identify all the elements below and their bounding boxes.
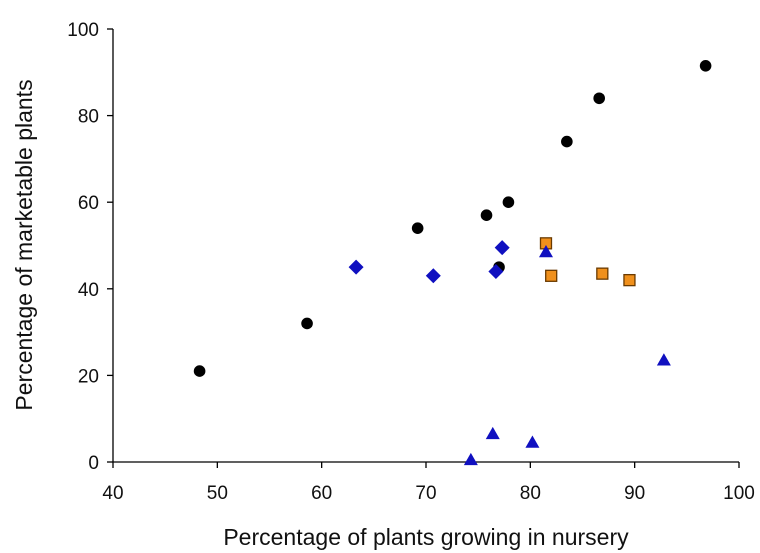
- y-tick-label: 0: [88, 453, 99, 474]
- point-diamond-series-2: [495, 240, 510, 255]
- point-circle-series-1: [561, 136, 573, 148]
- y-tick-label: 80: [78, 107, 99, 128]
- point-diamond-series-2: [349, 260, 364, 275]
- point-circle-series-1: [700, 60, 712, 72]
- x-axis-title: Percentage of plants growing in nursery: [223, 524, 629, 550]
- point-triangle-series-4: [525, 436, 539, 448]
- x-tick-label: 100: [723, 483, 755, 504]
- point-triangle-series-4: [486, 427, 500, 439]
- x-tick-label: 70: [415, 483, 436, 504]
- x-tick-label: 40: [102, 483, 123, 504]
- x-ticks: 40 50 60 70 80 90 100: [102, 462, 754, 504]
- y-tick-label: 20: [78, 366, 99, 387]
- point-square-series-3: [624, 275, 635, 286]
- point-circle-series-1: [412, 222, 424, 234]
- x-tick-label: 60: [311, 483, 332, 504]
- point-circle-series-1: [301, 318, 313, 330]
- point-circle-series-1: [481, 209, 493, 221]
- y-ticks: 0 20 40 60 80 100: [67, 20, 113, 474]
- point-square-series-3: [546, 270, 557, 281]
- data-points: [194, 60, 712, 465]
- x-tick-label: 90: [624, 483, 645, 504]
- y-tick-label: 40: [78, 280, 99, 301]
- point-circle-series-1: [503, 196, 515, 208]
- axes: [113, 29, 739, 462]
- point-triangle-series-4: [657, 353, 671, 365]
- point-circle-series-1: [194, 365, 206, 377]
- x-tick-label: 80: [520, 483, 541, 504]
- point-diamond-series-2: [426, 268, 441, 283]
- point-triangle-series-4: [464, 453, 478, 465]
- x-tick-label: 50: [207, 483, 228, 504]
- point-square-series-3: [597, 268, 608, 279]
- y-axis-title: Percentage of marketable plants: [11, 79, 37, 410]
- y-tick-label: 100: [67, 20, 99, 41]
- point-circle-series-1: [593, 92, 605, 104]
- y-tick-label: 60: [78, 193, 99, 214]
